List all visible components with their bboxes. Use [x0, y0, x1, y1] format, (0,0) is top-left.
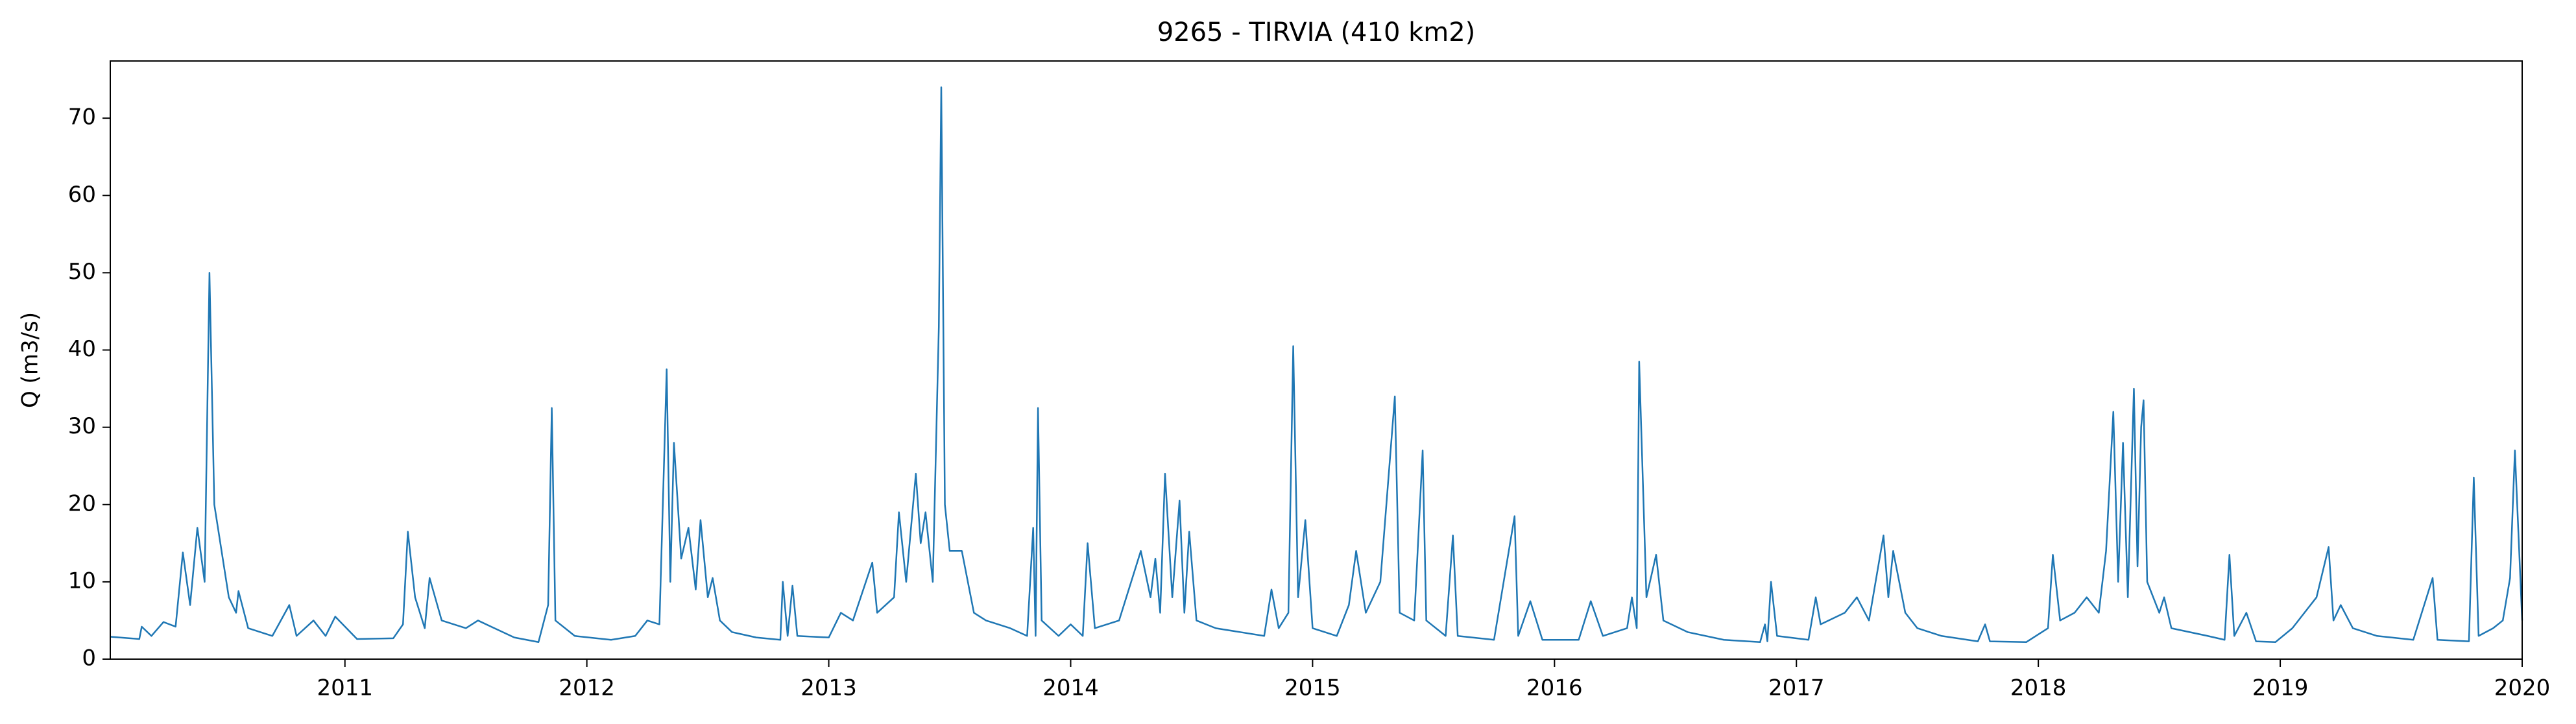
y-tick-label: 70	[68, 104, 96, 130]
x-tick-label: 2013	[800, 675, 857, 701]
x-tick-label: 2011	[317, 675, 373, 701]
plot-frame	[110, 60, 2523, 660]
y-tick-label: 40	[68, 336, 96, 362]
chart-title: 9265 - TIRVIA (410 km2)	[1157, 18, 1476, 47]
y-tick-label: 10	[68, 568, 96, 594]
x-tick-label: 2012	[559, 675, 615, 701]
data-line	[110, 86, 2523, 644]
y-tick-label: 20	[68, 490, 96, 516]
y-axis-label: Q (m3/s)	[18, 312, 43, 408]
x-tick-label: 2020	[2494, 675, 2551, 701]
x-tick-label: 2019	[2252, 675, 2309, 701]
y-tick-label: 30	[68, 413, 96, 439]
x-tick-label: 2016	[1526, 675, 1583, 701]
x-tick-label: 2017	[1768, 675, 1825, 701]
x-tick-label: 2015	[1284, 675, 1341, 701]
y-tick-label: 0	[82, 646, 96, 671]
x-tick-label: 2018	[2010, 675, 2067, 701]
y-tick-label: 60	[68, 182, 96, 208]
y-tick-label: 50	[68, 259, 96, 285]
x-tick-label: 2014	[1042, 675, 1099, 701]
